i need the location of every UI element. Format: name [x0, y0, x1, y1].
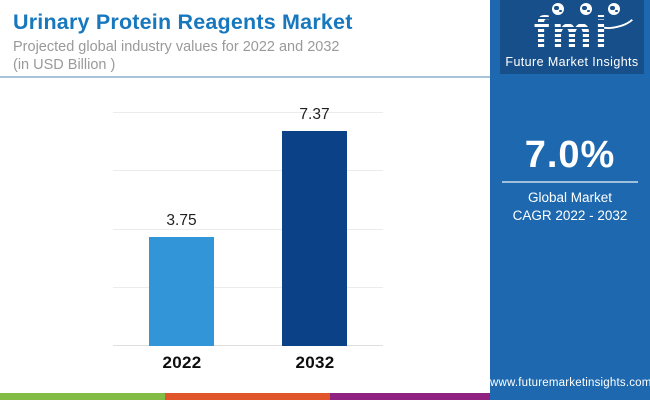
- cagr-divider: [502, 181, 638, 183]
- cagr-label-line-1: Global Market: [527, 190, 613, 205]
- brand-panel: fmi Future Market Insights 7.0% Global M…: [490, 0, 650, 400]
- logo-wordmark: fmi: [500, 9, 644, 57]
- website-url[interactable]: www.futuremarketinsights.com: [490, 377, 650, 389]
- bar-value-label-2032: 7.37: [299, 106, 330, 124]
- bar-2022: [149, 236, 214, 346]
- bar-group-2022: 3.75: [149, 113, 214, 346]
- globe-icon: [580, 3, 592, 15]
- page-title: Urinary Protein Reagents Market: [13, 10, 353, 34]
- subtitle-line-2: (in USD Billion ): [13, 57, 116, 73]
- cagr-label-line-2: CAGR 2022 - 2032: [512, 208, 628, 223]
- bar-group-2032: 7.37: [282, 106, 347, 346]
- globe-icon: [552, 3, 564, 15]
- chart-subtitle: Projected global industry values for 202…: [13, 38, 339, 74]
- footer-stripe-orange: [165, 393, 330, 400]
- bar-2032: [282, 131, 347, 346]
- globe-icon: [608, 3, 620, 15]
- x-axis-label-2022: 2022: [162, 353, 202, 372]
- header-divider: [0, 76, 490, 78]
- logo-caption: Future Market Insights: [505, 55, 639, 69]
- cagr-label: Global Market CAGR 2022 - 2032: [490, 189, 650, 225]
- cagr-value: 7.0%: [524, 134, 616, 176]
- x-axis-label-2032: 2032: [295, 353, 335, 372]
- subtitle-line-1: Projected global industry values for 202…: [13, 39, 340, 55]
- footer-stripe-green: [0, 393, 165, 400]
- bar-value-label-2022: 3.75: [166, 211, 197, 229]
- fmi-logo: fmi Future Market Insights: [500, 0, 644, 74]
- bar-chart-plot-area: 3.75 7.37: [113, 106, 383, 346]
- footer-stripe-purple: [330, 393, 490, 400]
